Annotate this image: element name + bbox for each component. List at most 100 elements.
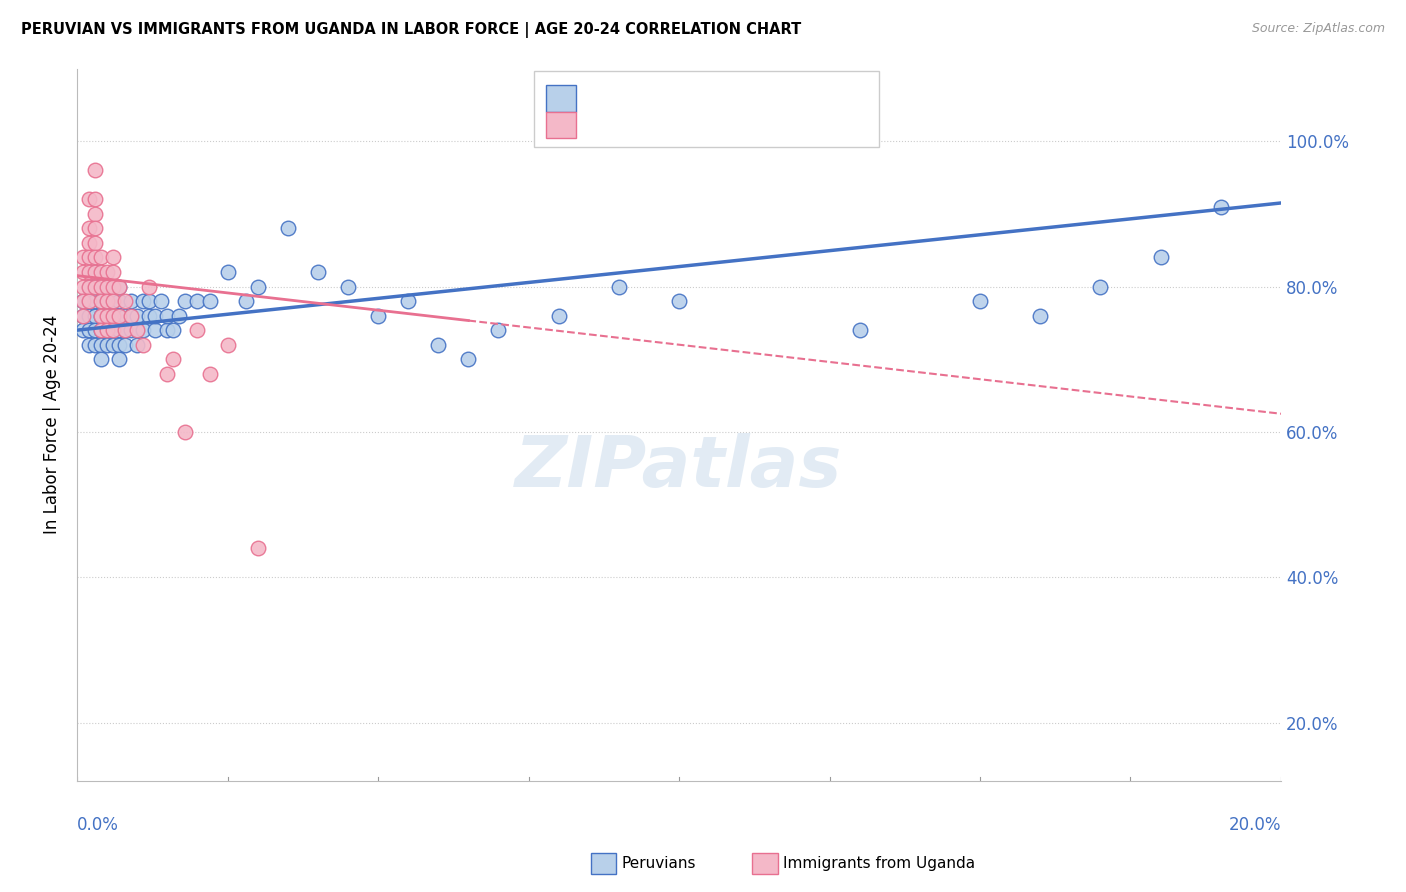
Point	[96, 294, 118, 309]
Point	[174, 425, 197, 439]
Point	[427, 337, 450, 351]
Point	[108, 337, 131, 351]
Text: Peruvians: Peruvians	[621, 856, 696, 871]
Point	[668, 294, 690, 309]
Text: 20.0%: 20.0%	[1229, 815, 1281, 834]
Point	[120, 309, 142, 323]
Point	[547, 309, 569, 323]
Point	[103, 309, 125, 323]
Point	[96, 294, 118, 309]
Point	[367, 309, 389, 323]
Point	[186, 323, 208, 337]
Point	[127, 337, 149, 351]
Point	[1209, 200, 1232, 214]
Point	[217, 265, 239, 279]
Point	[488, 323, 510, 337]
Point	[72, 309, 94, 323]
Point	[90, 251, 112, 265]
Point	[108, 294, 131, 309]
Point	[120, 309, 142, 323]
Point	[84, 337, 107, 351]
Point	[84, 279, 107, 293]
Text: Source: ZipAtlas.com: Source: ZipAtlas.com	[1251, 22, 1385, 36]
Point	[103, 323, 125, 337]
Point	[127, 323, 149, 337]
Point	[72, 279, 94, 293]
Point	[108, 352, 131, 367]
Point	[84, 207, 107, 221]
Point	[103, 294, 125, 309]
Text: 0.0%: 0.0%	[77, 815, 120, 834]
Point	[90, 352, 112, 367]
Point	[198, 367, 221, 381]
Point	[84, 323, 107, 337]
Point	[96, 323, 118, 337]
Point	[108, 279, 131, 293]
Point	[90, 309, 112, 323]
Point	[84, 221, 107, 235]
Point	[90, 309, 112, 323]
Point	[156, 323, 179, 337]
Point	[1149, 251, 1171, 265]
Point	[246, 279, 269, 293]
Point	[848, 323, 870, 337]
Point	[72, 251, 94, 265]
Text: Immigrants from Uganda: Immigrants from Uganda	[783, 856, 976, 871]
Point	[114, 309, 136, 323]
Point	[162, 352, 184, 367]
Point	[72, 294, 94, 309]
Point	[103, 309, 125, 323]
Y-axis label: In Labor Force | Age 20-24: In Labor Force | Age 20-24	[44, 315, 60, 534]
Point	[186, 294, 208, 309]
Point	[336, 279, 359, 293]
Point	[103, 265, 125, 279]
Point	[169, 309, 191, 323]
Point	[969, 294, 991, 309]
Point	[457, 352, 479, 367]
Point	[90, 294, 112, 309]
Point	[235, 294, 257, 309]
Point	[108, 279, 131, 293]
Point	[90, 265, 112, 279]
Text: R = -0.142   N = 52: R = -0.142 N = 52	[591, 116, 768, 134]
Point	[143, 323, 166, 337]
Point	[77, 279, 100, 293]
Point	[90, 279, 112, 293]
Point	[77, 192, 100, 206]
Point	[90, 294, 112, 309]
Point	[84, 309, 107, 323]
Point	[114, 323, 136, 337]
Point	[77, 309, 100, 323]
Point	[103, 251, 125, 265]
Point	[103, 294, 125, 309]
Point	[114, 337, 136, 351]
Point	[77, 294, 100, 309]
Point	[103, 337, 125, 351]
Point	[162, 323, 184, 337]
Point	[246, 541, 269, 556]
Point	[77, 235, 100, 250]
Point	[307, 265, 329, 279]
Point	[156, 367, 179, 381]
Point	[77, 337, 100, 351]
Point	[96, 265, 118, 279]
Point	[103, 323, 125, 337]
Point	[96, 309, 118, 323]
Point	[96, 309, 118, 323]
Point	[138, 279, 160, 293]
Point	[138, 294, 160, 309]
Point	[396, 294, 419, 309]
Point	[77, 265, 100, 279]
Point	[108, 323, 131, 337]
Point	[84, 279, 107, 293]
Point	[84, 265, 107, 279]
Text: R =  0.257   N = 77: R = 0.257 N = 77	[591, 89, 768, 107]
Point	[108, 309, 131, 323]
Point	[127, 323, 149, 337]
Point	[84, 235, 107, 250]
Point	[114, 294, 136, 309]
Point	[96, 323, 118, 337]
Point	[72, 309, 94, 323]
Point	[132, 337, 155, 351]
Point	[217, 337, 239, 351]
